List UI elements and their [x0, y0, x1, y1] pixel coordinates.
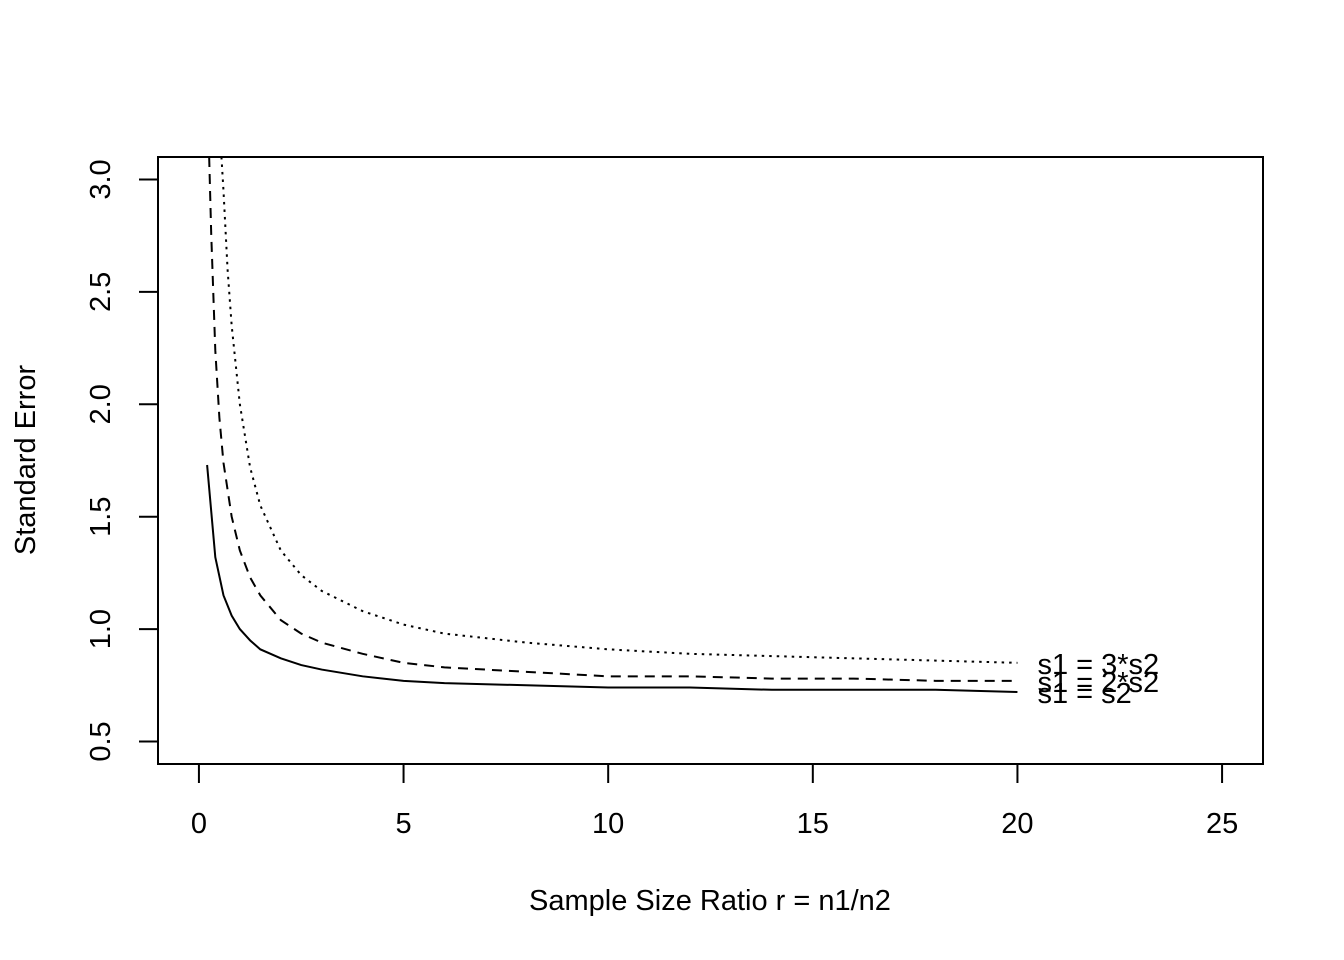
- series-line-1: [206, 464, 1018, 694]
- y-tick-label: 3.0: [85, 159, 117, 199]
- series-label-2: s1 = 2*s2: [1037, 667, 1159, 699]
- y-tick-label: 2.5: [85, 272, 117, 312]
- y-axis-title: Standard Error: [10, 365, 42, 556]
- series-group: [206, 157, 1018, 694]
- y-tick-label: 1.0: [85, 609, 117, 649]
- series-label-3: s1 = 3*s2: [1037, 649, 1159, 681]
- y-tick-label: 2.0: [85, 384, 117, 424]
- x-tick-label: 25: [1206, 808, 1238, 840]
- series-line-3: [220, 157, 1018, 664]
- x-axis-title: Sample Size Ratio r = n1/n2: [529, 885, 891, 917]
- x-tick-label: 15: [797, 808, 829, 840]
- y-axis: 0.5 1.0 1.5 2.0 2.5 3.0: [85, 159, 159, 762]
- x-tick-label: 0: [191, 808, 207, 840]
- x-axis: 0 5 10 15 20 25: [191, 763, 1238, 840]
- x-tick-label: 5: [395, 808, 411, 840]
- series-line-2: [208, 157, 1018, 682]
- x-tick-label: 10: [592, 808, 624, 840]
- y-tick-label: 0.5: [85, 721, 117, 761]
- series-label-1: s1 = s2: [1037, 678, 1131, 710]
- x-tick-label: 20: [1001, 808, 1033, 840]
- y-tick-label: 1.5: [85, 497, 117, 537]
